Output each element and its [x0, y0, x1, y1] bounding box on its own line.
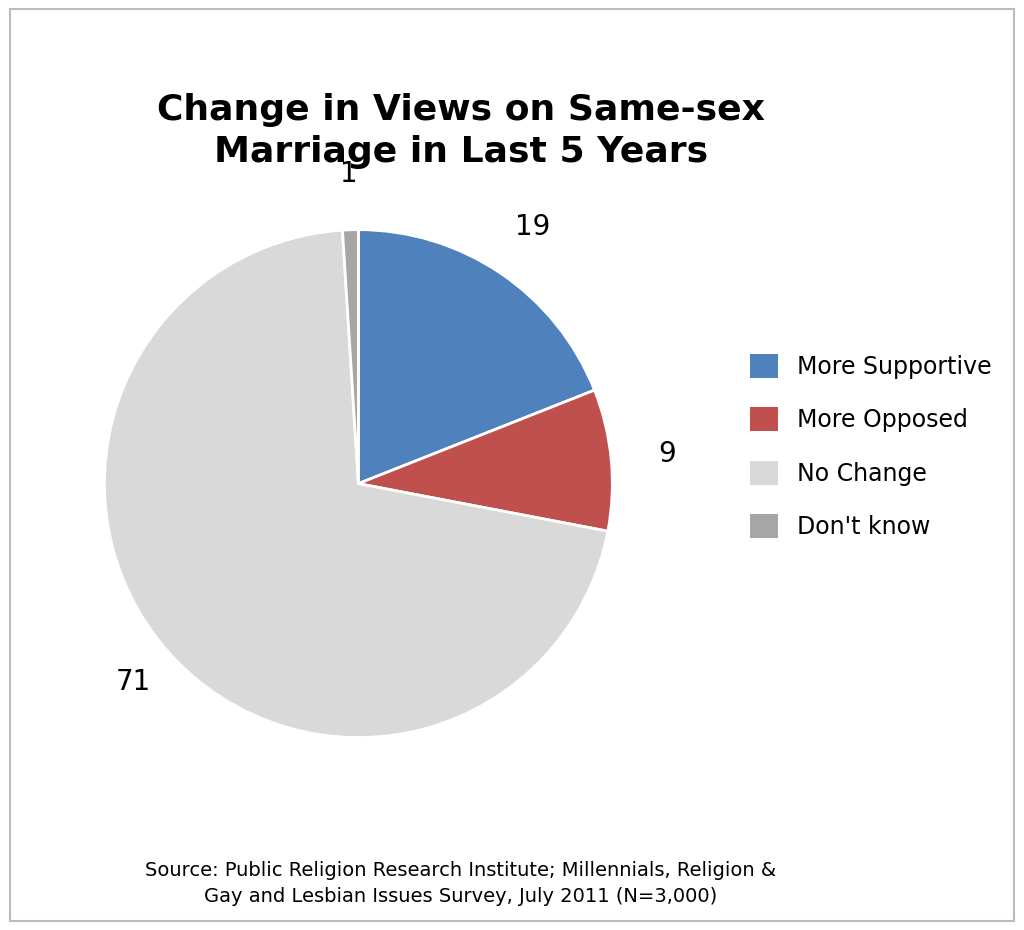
Wedge shape — [358, 390, 612, 531]
Text: 9: 9 — [658, 441, 676, 469]
Text: 1: 1 — [340, 160, 357, 188]
Text: Source: Public Religion Research Institute; Millennials, Religion &
Gay and Lesb: Source: Public Religion Research Institu… — [145, 861, 776, 906]
Wedge shape — [104, 230, 608, 737]
Text: 19: 19 — [515, 213, 550, 242]
Legend: More Supportive, More Opposed, No Change, Don't know: More Supportive, More Opposed, No Change… — [750, 353, 991, 539]
Text: 71: 71 — [116, 668, 152, 696]
Text: Change in Views on Same-sex
Marriage in Last 5 Years: Change in Views on Same-sex Marriage in … — [157, 93, 765, 169]
Wedge shape — [342, 230, 358, 484]
Wedge shape — [358, 230, 595, 484]
